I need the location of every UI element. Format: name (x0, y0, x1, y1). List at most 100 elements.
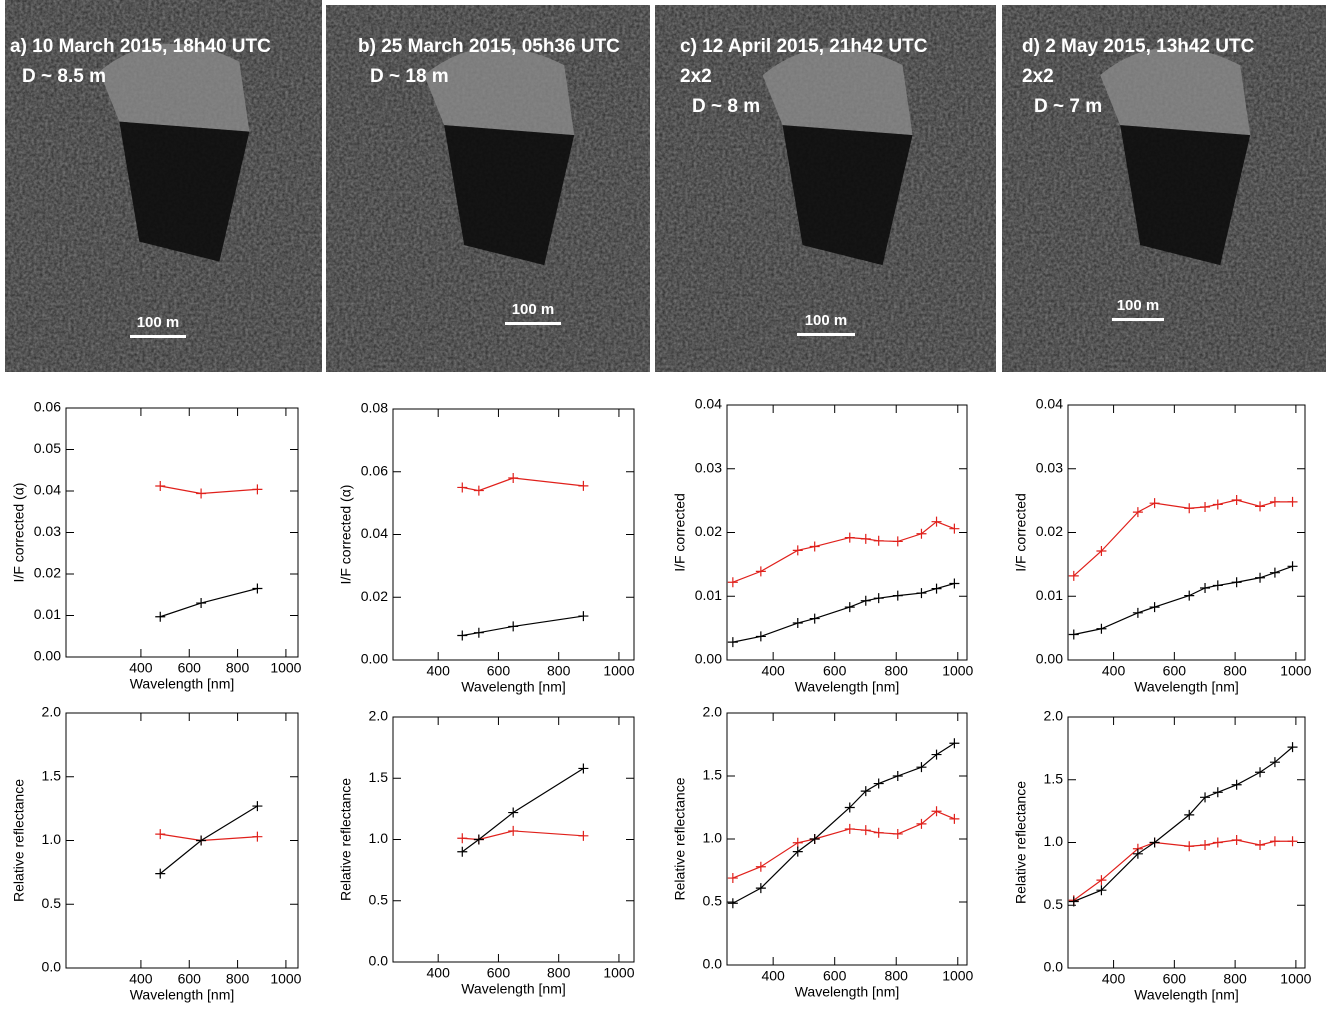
x-tick-label: 600 (178, 971, 202, 987)
data-point (1287, 836, 1298, 847)
x-tick-label: 800 (885, 968, 909, 984)
x-tick-label: 400 (129, 971, 153, 987)
shadow (782, 125, 913, 266)
y-tick-label: 1.5 (703, 767, 723, 783)
x-tick-label: 800 (226, 660, 250, 676)
x-tick-label: 400 (1102, 663, 1126, 679)
data-point (892, 828, 903, 839)
y-axis-label: Relative reflectance (11, 779, 27, 902)
data-point (873, 593, 884, 604)
x-tick-label: 1000 (270, 971, 301, 987)
series-line (160, 587, 258, 618)
y-tick-label: 0.03 (1036, 459, 1063, 475)
data-point (1200, 792, 1211, 803)
data-point (252, 484, 263, 495)
x-tick-label: 800 (885, 663, 909, 679)
y-tick-label: 1.5 (1044, 770, 1064, 786)
x-tick-label: 600 (487, 663, 511, 679)
y-tick-label: 0.01 (695, 587, 722, 603)
data-point (1068, 629, 1079, 640)
x-axis-label: Wavelength [nm] (130, 987, 235, 1003)
y-tick-label: 2.0 (1044, 708, 1064, 724)
data-point (1231, 779, 1242, 790)
data-point (860, 595, 871, 606)
y-tick-label: 0.03 (34, 523, 61, 539)
x-tick-label: 800 (1223, 971, 1247, 987)
data-point (1184, 590, 1195, 601)
data-point (473, 834, 484, 845)
data-point (1212, 787, 1223, 798)
x-tick-label: 600 (178, 660, 202, 676)
data-point (1255, 840, 1266, 851)
data-point (1269, 567, 1280, 578)
y-tick-label: 0.02 (1036, 523, 1063, 539)
scale-bar (505, 322, 561, 325)
data-point (792, 846, 803, 857)
y-tick-label: 0.02 (34, 565, 61, 581)
data-point (1096, 545, 1107, 556)
data-point (155, 481, 166, 492)
y-tick-label: 0.00 (695, 651, 722, 667)
y-tick-label: 0.0 (703, 956, 723, 972)
x-tick-label: 600 (823, 968, 847, 984)
x-tick-label: 400 (761, 663, 785, 679)
data-point (1068, 896, 1079, 907)
scale-bar (1112, 318, 1164, 321)
y-tick-label: 1.0 (703, 830, 723, 846)
scale-bar (130, 335, 186, 338)
x-axis-label: Wavelength [nm] (1134, 679, 1239, 695)
data-point (1231, 834, 1242, 845)
data-point (457, 833, 468, 844)
y-tick-label: 0.08 (361, 400, 388, 416)
data-point (457, 630, 468, 641)
data-point (252, 801, 263, 812)
scale-label: 100 m (512, 301, 555, 318)
series-line (462, 477, 584, 492)
y-tick-label: 0.5 (42, 895, 62, 911)
x-tick-label: 400 (427, 663, 451, 679)
x-tick-label: 400 (1102, 971, 1126, 987)
data-point (1132, 507, 1143, 518)
y-tick-label: 0.0 (1044, 959, 1064, 975)
data-point (892, 771, 903, 781)
y-tick-label: 0.04 (34, 482, 61, 498)
y-axis-label: Relative reflectance (338, 778, 354, 901)
x-tick-label: 600 (1163, 663, 1187, 679)
x-tick-label: 800 (547, 663, 571, 679)
data-point (860, 825, 871, 836)
data-point (155, 611, 166, 622)
data-point (1255, 767, 1266, 778)
x-axis-label: Wavelength [nm] (795, 679, 900, 695)
data-point (473, 627, 484, 638)
data-point (1200, 840, 1211, 851)
cliff (99, 43, 250, 132)
data-point (1096, 885, 1107, 896)
data-point (1149, 602, 1160, 613)
y-axis-label: I/F corrected (α) (338, 485, 354, 585)
data-point (892, 536, 903, 547)
y-tick-label: 1.0 (42, 831, 62, 847)
x-tick-label: 1000 (270, 660, 301, 676)
data-point (1287, 496, 1298, 507)
panel-title: b) 25 March 2015, 05h36 UTC (358, 36, 620, 57)
data-point (1068, 570, 1079, 581)
data-point (1184, 503, 1195, 514)
data-point (809, 834, 820, 844)
y-axis-label: I/F corrected (α) (11, 483, 27, 583)
x-tick-label: 1000 (1280, 663, 1311, 679)
shadow (444, 125, 575, 266)
x-tick-label: 400 (427, 965, 451, 981)
data-point (755, 883, 766, 894)
scale-label: 100 m (805, 312, 848, 329)
y-axis-label: I/F corrected (672, 493, 688, 572)
data-point (473, 485, 484, 496)
y-tick-label: 0.06 (361, 462, 388, 478)
data-point (1269, 757, 1280, 768)
image-panel: d) 2 May 2015, 13h42 UTC 2x2 D ~ 7 m 100 m (1002, 5, 1326, 372)
x-tick-label: 600 (823, 663, 847, 679)
data-point (1255, 501, 1266, 512)
scale-label: 100 m (1117, 297, 1160, 314)
scale-bar (797, 333, 855, 336)
data-point (1132, 848, 1143, 859)
y-tick-label: 2.0 (703, 704, 723, 720)
